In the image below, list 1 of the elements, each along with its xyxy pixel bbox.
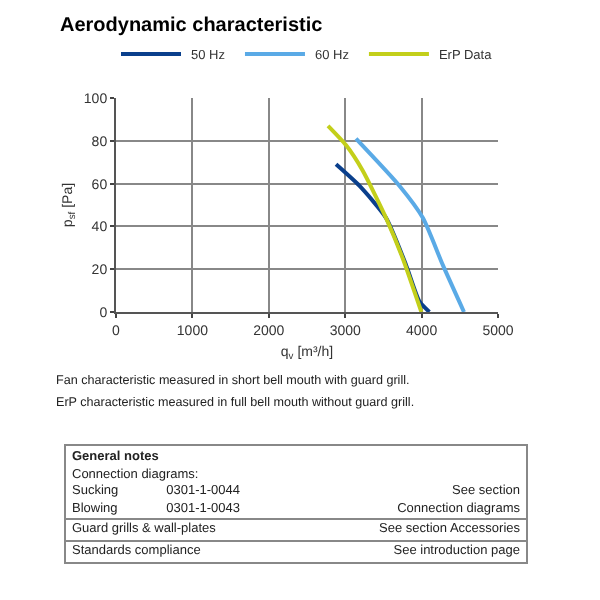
- chart-title: Aerodynamic characteristic: [60, 15, 324, 38]
